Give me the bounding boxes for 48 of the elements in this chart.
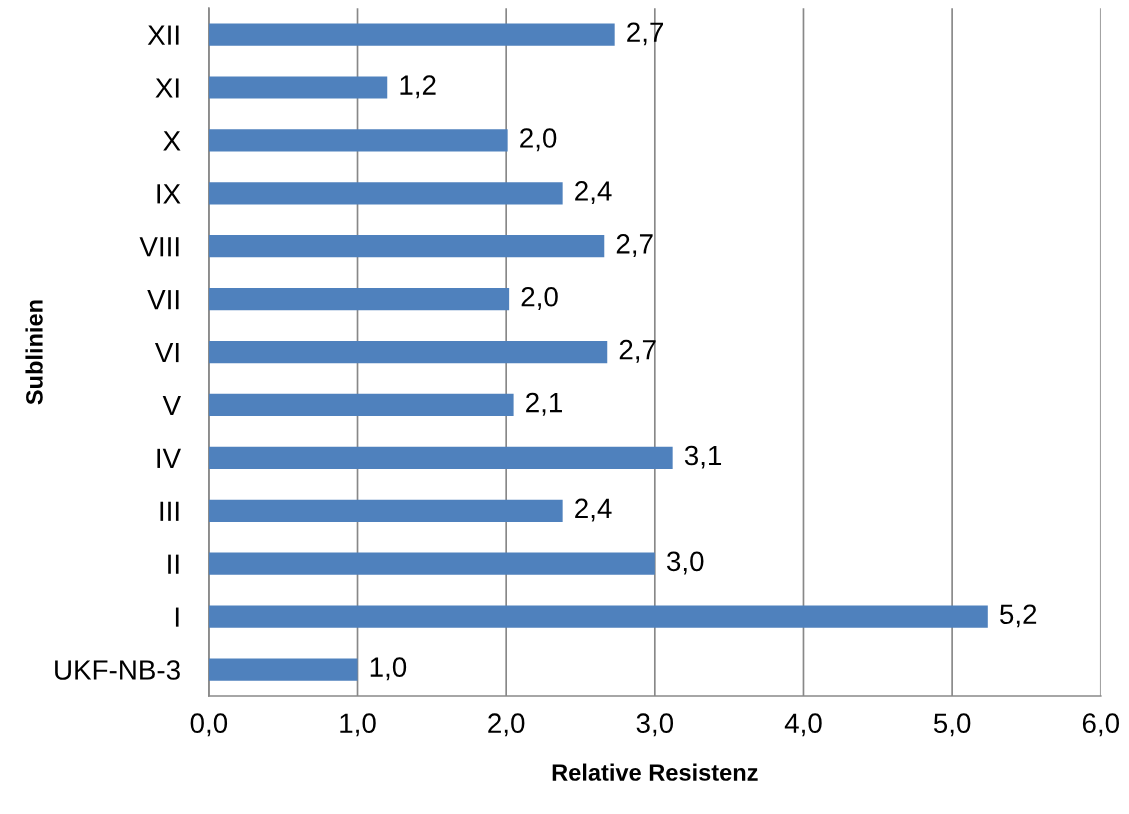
bar: [208, 340, 608, 364]
x-axis-title: Relative Resistenz: [552, 763, 758, 781]
x-tick-label: 0,0: [190, 713, 228, 737]
data-label: 2,7: [619, 339, 656, 363]
bar: [208, 605, 988, 628]
y-tick-label: I: [175, 607, 179, 627]
y-tick-label: X: [163, 131, 181, 151]
y-tick-label: VIII: [139, 237, 179, 257]
bar: [208, 393, 514, 417]
x-tick-label: 4,0: [784, 713, 822, 737]
bar: [208, 552, 655, 575]
y-tick-label: III: [160, 501, 179, 521]
bar: [208, 182, 563, 205]
data-label: 3,1: [684, 445, 722, 469]
data-label: 1,0: [370, 657, 407, 681]
bar: [208, 235, 605, 258]
y-tick-label: V: [162, 395, 181, 416]
y-tick-label: II: [168, 554, 179, 574]
y-tick-label: IX: [157, 184, 181, 204]
y-tick-label: UKF-NB-3: [55, 660, 180, 680]
bar: [208, 499, 563, 522]
x-tick-label: 5,0: [933, 713, 971, 737]
data-label: 2,7: [616, 234, 653, 257]
y-axis-title: Sublinien: [25, 300, 43, 405]
data-label: 2,7: [627, 22, 664, 46]
bar: [208, 23, 615, 46]
data-label: 5,2: [1000, 604, 1037, 628]
data-label: 3,0: [666, 551, 704, 575]
x-tick-label: 3,0: [636, 713, 674, 737]
y-tick-label: IV: [157, 448, 181, 468]
bar: [208, 129, 508, 152]
y-tick-label: VI: [154, 343, 179, 363]
data-label: 2,4: [575, 181, 612, 205]
data-label: 2,0: [521, 286, 558, 310]
data-label: 2,1: [526, 392, 562, 416]
y-tick-label: VII: [147, 290, 179, 310]
x-tick-label: 2,0: [488, 713, 525, 737]
bar: [208, 288, 510, 311]
data-label: 2,4: [575, 498, 612, 522]
bar: [208, 76, 388, 99]
data-label: 1,2: [400, 75, 436, 99]
y-tick-label: XI: [155, 78, 179, 98]
bar: [208, 658, 358, 681]
x-tick-label: 6,0: [1082, 713, 1119, 737]
x-tick-label: 1,0: [340, 713, 376, 737]
y-tick-label: XII: [147, 25, 179, 45]
bar: [208, 446, 673, 469]
data-label: 2,0: [520, 128, 557, 152]
